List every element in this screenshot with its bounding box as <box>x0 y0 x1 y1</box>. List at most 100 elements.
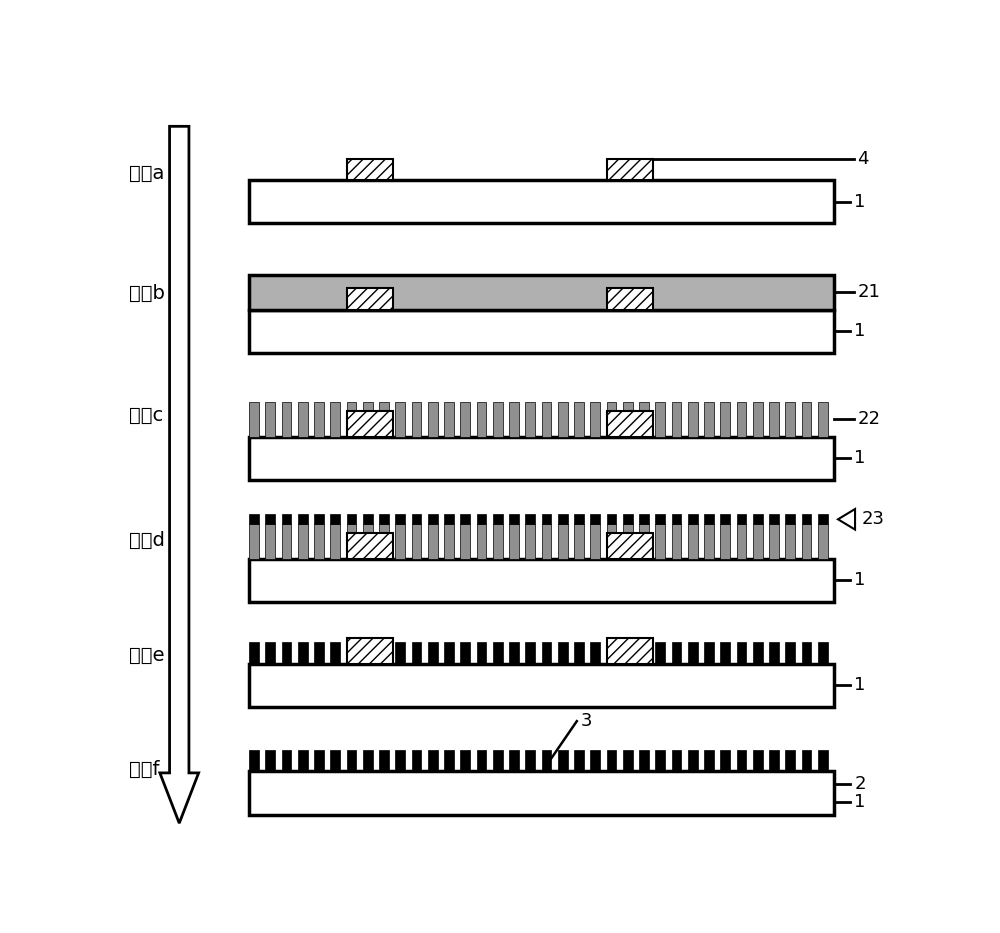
Bar <box>802 524 811 559</box>
Bar <box>395 524 405 559</box>
Bar <box>282 750 291 772</box>
Bar <box>753 524 763 559</box>
Bar <box>265 402 275 437</box>
Bar <box>769 750 779 772</box>
Bar <box>639 750 649 772</box>
Bar <box>590 642 600 663</box>
Bar <box>704 750 714 772</box>
Bar <box>347 524 356 559</box>
Bar <box>249 180 834 223</box>
Bar <box>249 663 834 707</box>
Bar <box>493 750 503 772</box>
Bar <box>558 524 568 559</box>
Bar <box>314 524 324 559</box>
Bar <box>590 750 600 772</box>
Bar <box>379 514 389 524</box>
Bar <box>493 524 503 559</box>
Bar <box>558 750 568 772</box>
Bar <box>298 750 308 772</box>
Bar <box>737 514 746 524</box>
Bar <box>509 750 519 772</box>
Polygon shape <box>160 126 199 823</box>
Bar <box>753 750 763 772</box>
Text: 1: 1 <box>854 322 866 340</box>
Bar <box>330 402 340 437</box>
Bar <box>802 642 811 663</box>
Bar <box>298 524 308 559</box>
Bar <box>298 514 308 524</box>
Bar <box>412 402 421 437</box>
Bar <box>785 750 795 772</box>
Bar <box>412 642 421 663</box>
Bar <box>769 524 779 559</box>
Bar <box>672 750 681 772</box>
Bar <box>460 402 470 437</box>
Bar <box>282 642 291 663</box>
Bar <box>639 514 649 524</box>
Bar <box>688 514 698 524</box>
Bar <box>639 402 649 437</box>
Text: 步骤f: 步骤f <box>129 759 159 779</box>
Bar <box>769 402 779 437</box>
Bar <box>395 642 405 663</box>
Bar <box>574 642 584 663</box>
Bar <box>542 524 551 559</box>
Bar <box>753 642 763 663</box>
Bar <box>720 642 730 663</box>
Bar <box>542 514 551 524</box>
Bar <box>249 524 259 559</box>
Bar <box>298 402 308 437</box>
Bar <box>607 411 653 437</box>
Text: 1: 1 <box>854 571 866 590</box>
Bar <box>590 524 600 559</box>
Bar <box>525 750 535 772</box>
Bar <box>347 533 393 559</box>
Text: 步骤e: 步骤e <box>129 647 164 665</box>
Bar <box>265 524 275 559</box>
Bar <box>688 524 698 559</box>
Text: 4: 4 <box>857 149 869 168</box>
Bar <box>769 642 779 663</box>
Bar <box>509 524 519 559</box>
Bar <box>444 514 454 524</box>
Bar <box>623 750 633 772</box>
Bar <box>282 524 291 559</box>
Bar <box>818 524 828 559</box>
Bar <box>737 402 746 437</box>
Bar <box>509 402 519 437</box>
Bar <box>444 524 454 559</box>
Bar <box>737 524 746 559</box>
Text: 1: 1 <box>854 676 866 694</box>
Bar <box>607 524 616 559</box>
Bar <box>249 402 259 437</box>
Bar <box>639 524 649 559</box>
Bar <box>785 642 795 663</box>
Bar <box>379 524 389 559</box>
Bar <box>249 514 259 524</box>
Bar <box>704 514 714 524</box>
Bar <box>282 402 291 437</box>
Bar <box>412 514 421 524</box>
Bar <box>704 524 714 559</box>
Bar <box>493 402 503 437</box>
Bar <box>802 750 811 772</box>
Bar <box>525 642 535 663</box>
Bar <box>607 642 616 663</box>
Bar <box>672 514 681 524</box>
Bar <box>525 402 535 437</box>
Bar <box>672 642 681 663</box>
Bar <box>460 524 470 559</box>
Bar <box>655 642 665 663</box>
Bar <box>672 402 681 437</box>
Bar <box>818 514 828 524</box>
Bar <box>623 524 633 559</box>
Bar <box>607 402 616 437</box>
Bar <box>623 514 633 524</box>
Bar <box>330 514 340 524</box>
Bar <box>444 402 454 437</box>
Text: 22: 22 <box>857 411 880 428</box>
Bar <box>607 533 653 559</box>
Bar <box>753 514 763 524</box>
Bar <box>265 642 275 663</box>
Text: 21: 21 <box>857 284 880 301</box>
